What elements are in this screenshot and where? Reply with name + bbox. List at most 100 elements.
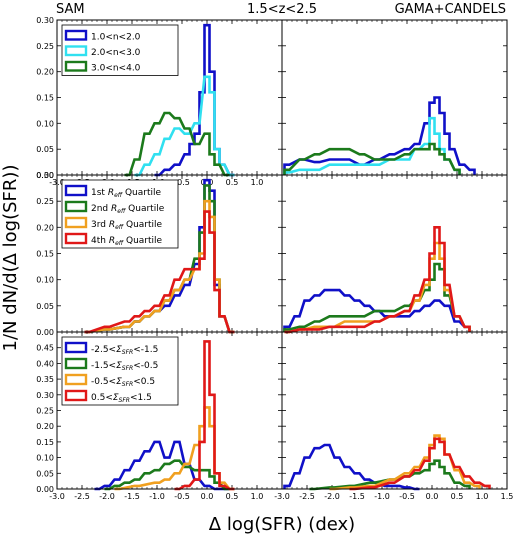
x-tick-label: -1.5 <box>349 492 365 501</box>
x-tick-label: -3.0 <box>274 492 290 501</box>
x-tick-label: 1.0 <box>476 492 489 501</box>
panel-1 <box>281 19 508 176</box>
x-tick-label: -2.0 <box>324 492 340 501</box>
legend: 1st Reff Quartile 2nd Reff Quartile 3rd Re… <box>61 179 179 249</box>
x-tick-label: 0.0 <box>201 492 214 501</box>
series-line <box>329 434 481 491</box>
y-tick-label: 0.20 <box>36 223 54 232</box>
legend-swatch <box>64 232 88 245</box>
series-line <box>283 116 461 175</box>
y-tick-label: 0.30 <box>36 391 54 400</box>
x-tick-label: -3.0 <box>49 492 65 501</box>
panel-2: 0.00 0.05 0.10 0.15 0.20 0.25 0.30 1st Reff Qua… <box>36 171 283 337</box>
y-tick-label: 0.15 <box>36 250 54 259</box>
legend-swatch <box>64 200 88 213</box>
y-tick-label: 0.10 <box>36 119 54 128</box>
legend-swatch <box>64 29 88 41</box>
legend-swatch <box>64 45 88 57</box>
y-tick-label: 0.05 <box>36 302 54 311</box>
legend-box <box>61 336 179 406</box>
series-line <box>174 340 235 491</box>
legend-swatch <box>64 389 88 402</box>
y-tick-label: 0.25 <box>36 197 54 206</box>
y-tick-label: 0.00 <box>36 485 54 494</box>
axes-frame <box>281 331 508 490</box>
series-line <box>134 75 235 177</box>
legend: 1.0<n<2.0 2.0<n<3.0 3.0<n<4.0 <box>61 24 179 76</box>
panel-5: -3.0 -2.5 -2.0 -1.5 -1.0 -0.5 0.0 0.5 1.0 1.5 <box>274 331 514 501</box>
legend-label: -0.5<ΣSFR<0.5 <box>91 377 155 388</box>
legend-box <box>61 179 179 249</box>
y-tick-label: 0.30 <box>36 16 54 25</box>
panel-4: -3.0 -2.5 -2.0 -1.5 -1.0 -0.5 0.0 0.5 1.0 0.00 0.0… <box>36 331 283 501</box>
series-line <box>124 111 230 177</box>
x-tick-label: -2.0 <box>99 492 115 501</box>
panel-3 <box>281 174 508 334</box>
legend-label: -2.5<ΣSFR<-1.5 <box>91 345 158 356</box>
x-tick-label: -0.5 <box>174 492 190 501</box>
x-tick-label: -1.0 <box>149 492 165 501</box>
panel-0: -3.0-2.5-2.0-1.5-1.0-0.50.00.51.00.000.0… <box>36 16 283 187</box>
legend-swatch <box>64 373 88 386</box>
x-tick-label: -0.5 <box>399 492 415 501</box>
y-tick-label: 0.30 <box>36 171 54 180</box>
legend-label: 1.0<n<2.0 <box>91 33 141 43</box>
x-tick-label: 0.5 <box>451 492 464 501</box>
y-tick-label: 0.25 <box>36 407 54 416</box>
x-tick-label: -2.5 <box>299 492 315 501</box>
series-line <box>114 406 235 491</box>
series-line <box>309 459 471 491</box>
x-tick-label: 1.0 <box>251 178 264 187</box>
y-tick-label: 0.00 <box>36 328 54 337</box>
series-line <box>349 437 491 491</box>
x-tick-label: 0.5 <box>226 178 239 187</box>
legend-label: 2.0<n<3.0 <box>91 48 141 58</box>
series-line <box>283 142 461 175</box>
legend-label: -1.5<ΣSFR<-0.5 <box>91 361 158 372</box>
series-line <box>84 210 235 334</box>
legend-swatch <box>64 60 88 72</box>
series-line <box>104 459 230 491</box>
legend-swatch <box>64 341 88 354</box>
legend-box <box>61 24 179 76</box>
x-tick-label: 1.0 <box>251 492 264 501</box>
x-tick-label: -1.0 <box>374 492 390 501</box>
histogram-panels: -3.0 -2.5 -2.0 -1.5 -1.0 -0.5 0.0 0.5 1.0 0.00 0.0… <box>36 16 513 501</box>
y-tick-label: 0.15 <box>36 438 54 447</box>
x-axis-label: Δ log(SFR) (dex) <box>209 514 355 535</box>
legend-label: 4th Reff Quartile <box>91 236 163 247</box>
y-axis-label: 1/N dN/d(Δ log(SFR)) <box>0 165 21 352</box>
series-line <box>283 262 471 332</box>
series-line <box>283 96 476 175</box>
y-tick-label: 0.20 <box>36 422 54 431</box>
header-left: SAM <box>56 2 85 17</box>
series-line <box>284 241 471 334</box>
y-tick-label: 0.10 <box>36 454 54 463</box>
series-line <box>94 440 230 491</box>
header-right: GAMA+CANDELS <box>395 2 506 17</box>
y-tick-label: 0.15 <box>36 94 54 103</box>
x-tick-label: 1.5 <box>501 492 514 501</box>
header-center: 1.5<z<2.5 <box>247 2 317 17</box>
y-tick-label: 0.45 <box>36 344 54 353</box>
y-tick-label: 0.20 <box>36 68 54 77</box>
y-tick-label: 0.40 <box>36 359 54 368</box>
legend-label: 0.5<ΣSFR<1.5 <box>91 393 152 404</box>
x-tick-label: 0.5 <box>226 492 239 501</box>
axes-frame <box>281 174 508 333</box>
legend-label: 2nd Reff Quartile <box>91 204 165 215</box>
x-tick-label: 0.0 <box>201 178 214 187</box>
axes-frame <box>281 19 508 176</box>
series-line <box>283 443 420 491</box>
legend-swatch <box>64 357 88 370</box>
legend-swatch <box>64 216 88 229</box>
y-tick-label: 0.00 <box>36 171 54 180</box>
legend: -2.5<ΣSFR<-1.5 -1.5<ΣSFR<-0.5 -0.5<ΣSFR<0.… <box>61 336 179 406</box>
x-tick-label: -1.5 <box>124 492 140 501</box>
legend-label: 3rd Reff Quartile <box>91 220 163 231</box>
y-tick-label: 0.05 <box>36 469 54 478</box>
y-tick-label: 0.35 <box>36 375 54 384</box>
legend-swatch <box>64 184 88 197</box>
x-tick-label: -0.5 <box>174 178 190 187</box>
